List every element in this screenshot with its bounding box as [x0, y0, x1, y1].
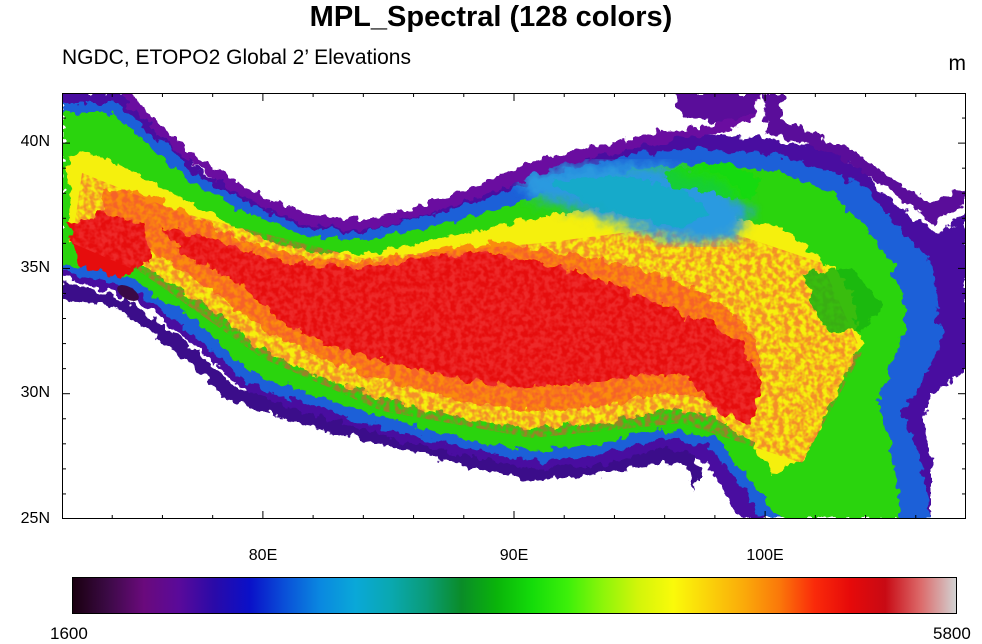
tarim-basin: [117, 93, 762, 231]
lat-label-30n: 30N: [20, 384, 50, 401]
map-canvas: [62, 93, 966, 519]
lon-label-100e: 100E: [746, 547, 784, 564]
terrain-texture: [72, 173, 862, 463]
colorbar: [72, 577, 957, 614]
pangong-lake: [117, 285, 139, 301]
elevation-map: [62, 93, 966, 519]
lat-label-40n: 40N: [20, 133, 50, 150]
lat-label-25n: 25N: [20, 510, 50, 527]
plot-subtitle: NGDC, ETOPO2 Global 2’ Elevations: [62, 46, 411, 69]
colorbar-max-label: 5800: [933, 624, 971, 643]
plot-title: MPL_Spectral (128 colors): [309, 1, 673, 33]
qaidam-basin: [512, 163, 762, 243]
lat-label-35n: 35N: [20, 259, 50, 276]
colorbar-min-label: 1600: [50, 624, 88, 643]
lon-label-80e: 80E: [248, 547, 278, 564]
southern-lowlands: [62, 283, 966, 519]
axis-ticks: [62, 93, 966, 519]
units-label: m: [948, 52, 967, 75]
lon-label-90e: 90E: [499, 547, 529, 564]
sichuan-region: [802, 268, 882, 333]
northern-lowlands: [672, 93, 966, 223]
